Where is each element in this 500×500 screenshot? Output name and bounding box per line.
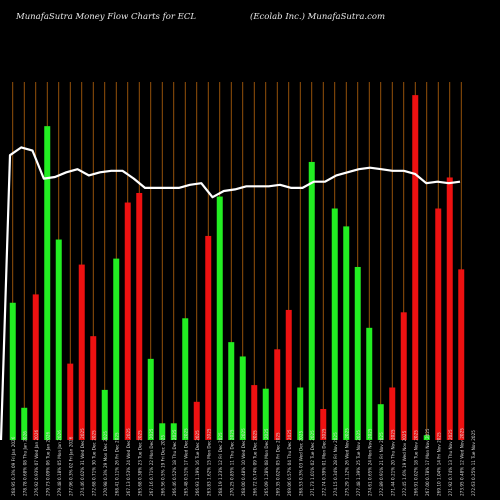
money-flow-bar (297, 387, 304, 440)
price-line (0, 146, 461, 441)
money-flow-bar (205, 235, 212, 440)
x-tick-label: 268.95 0.3% 09 Fri Jan 2026 (11, 436, 16, 496)
money-flow-bar (67, 363, 74, 440)
x-tick-label: 268.00 0.48% 10 Wed Dec 2025 (241, 428, 246, 496)
x-tick-label: 279.48 0.18% 05 Mon Jan 2026 (57, 430, 62, 496)
money-flow-bar (136, 192, 143, 440)
x-tick-label: 272.63 0.25% 11 Tue Nov 2025 (471, 430, 476, 496)
x-tick-label: 269.06 0.57% 04 Thu Dec 2025 (287, 429, 292, 496)
money-flow-bar (366, 327, 373, 440)
money-flow-bar (239, 356, 246, 440)
x-tick-label: 272.89 0.91% 21 Fri Nov 2025 (379, 432, 384, 496)
money-flow-bar (343, 226, 350, 440)
money-flow-bar (55, 239, 62, 440)
x-tick-label: 273.95 0.48% 12 Wed Nov 2025 (459, 428, 464, 496)
x-tick-label: 268.19 1.23% 12 Fri Dec 2025 (218, 432, 223, 496)
money-flow-bar (274, 349, 281, 440)
x-tick-label: 279.73 0.09% 06 Tue Jan 2026 (45, 431, 50, 496)
x-tick-label: 272.68 0.71% 30 Tue Dec 2025 (91, 430, 96, 496)
money-flow-bar (412, 95, 419, 441)
money-flow-bar (262, 388, 269, 440)
x-tick-label: 277.96 0.3% 02 Fri Jan 2026 (68, 436, 73, 496)
money-flow-bar (458, 269, 465, 440)
x-tick-label: 266.72 0.74% 09 Tue Dec 2025 (252, 430, 257, 496)
money-flow-bar (101, 389, 108, 440)
money-flow-bar (228, 342, 235, 440)
chart-title-right: (Ecolab Inc.) MunafaSutra.com (250, 12, 386, 22)
money-flow-bar (446, 177, 453, 440)
money-flow-bar (124, 202, 131, 440)
money-flow-bar (285, 309, 292, 440)
x-tick-label: 271.92 0.74% 13 Thu Nov 2025 (448, 429, 453, 496)
money-flow-bar (389, 387, 396, 440)
x-tick-label: 277.48 1.39% 25 Tue Nov 2025 (356, 430, 361, 496)
x-tick-label: 268.53 0.3% 03 Wed Dec 2025 (298, 431, 303, 496)
money-flow-bar (182, 318, 189, 440)
chart-title-left: MunafaSutra Money Flow Charts for ECL (16, 12, 196, 22)
money-flow-bar (251, 385, 258, 440)
x-tick-label: 270.98 0.3% 29 Mon Dec 2025 (103, 431, 108, 496)
x-tick-label: 268.41 0.11% 26 Fri Dec 2025 (114, 432, 119, 496)
x-tick-label: 266.91 0.02% 18 Tue Nov 2025 (413, 430, 418, 496)
money-flow-bar (147, 358, 154, 440)
x-tick-label: 265.48 0.51% 17 Wed Dec 2025 (183, 428, 188, 496)
x-tick-label: 276.92 0.93% 07 Wed Jan 2026 (34, 429, 39, 496)
x-tick-label: 267.13 0.53% 24 Wed Dec 2025 (126, 428, 131, 496)
x-tick-label: 270.25 0.85% 11 Thu Dec 2025 (229, 429, 234, 496)
x-tick-label: 267.16 0.71% 22 Mon Dec 2025 (149, 428, 154, 496)
x-tick-label: 266.56 0.5% 19 Fri Dec 2025 (160, 435, 165, 496)
money-flow-bar (21, 407, 28, 440)
x-tick-label: 269.10 1.04% 14 Fri Nov 2025 (436, 432, 441, 496)
money-flow-bar (435, 208, 442, 440)
money-flow-bar (32, 294, 39, 440)
money-flow-bar (331, 208, 338, 440)
x-tick-label: 265.09 1.28% 08 Mon Dec 2025 (264, 428, 269, 496)
x-tick-label: 271.73 1.01% 02 Tue Dec 2025 (310, 430, 315, 496)
money-flow-bar (400, 312, 407, 440)
money-flow-bar (78, 264, 85, 440)
x-tick-label: 263.83 1.62% 15 Mon Dec 2025 (206, 428, 211, 496)
money-flow-bar (170, 423, 177, 440)
money-flow-bar (193, 401, 200, 440)
x-tick-label: 278.78 0.68% 08 Thu Jan 2026 (22, 431, 27, 496)
money-flow-bar (44, 126, 51, 441)
x-tick-label: 274.46 0.02% 31 Wed Dec 2025 (80, 428, 85, 496)
money-flow-bar (9, 302, 16, 440)
x-tick-label: 272.45 1.6% 19 Wed Nov 2025 (402, 430, 407, 496)
x-tick-label: 266.93 1.19% 16 Tue Dec 2025 (195, 430, 200, 496)
money-flow-bar (354, 266, 361, 440)
money-flow-bar (423, 435, 430, 440)
x-tick-label: 269.35 0.02% 05 Fri Dec 2025 (275, 432, 280, 496)
x-tick-label: 272.74 0.39% 01 Mon Dec 2025 (321, 428, 326, 496)
money-flow-bar (320, 408, 327, 440)
money-flow-bar (90, 336, 97, 440)
x-tick-label: 274.15 0.34% 28 Fri Nov 2025 (333, 432, 338, 496)
x-tick-label: 274.61 0.65% 24 Mon Nov 2025 (367, 428, 372, 496)
money-flow-bar (377, 404, 384, 440)
money-flow-bar (113, 258, 120, 440)
money-flow-bar (308, 161, 315, 440)
x-tick-label: 265.68 0.38% 23 Tue Dec 2025 (137, 430, 142, 496)
x-tick-label: 275.29 1.12% 26 Wed Nov 2025 (344, 428, 349, 496)
money-flow-bar (159, 423, 166, 440)
x-tick-label: 267.00 0.78% 17 Mon Nov 2025 (425, 428, 430, 496)
x-tick-label: 271.44 0.21% 20 Thu Nov 2025 (390, 429, 395, 496)
x-tick-label: 266.46 0.52% 18 Thu Dec 2025 (172, 429, 177, 496)
money-flow-bar (216, 196, 223, 440)
